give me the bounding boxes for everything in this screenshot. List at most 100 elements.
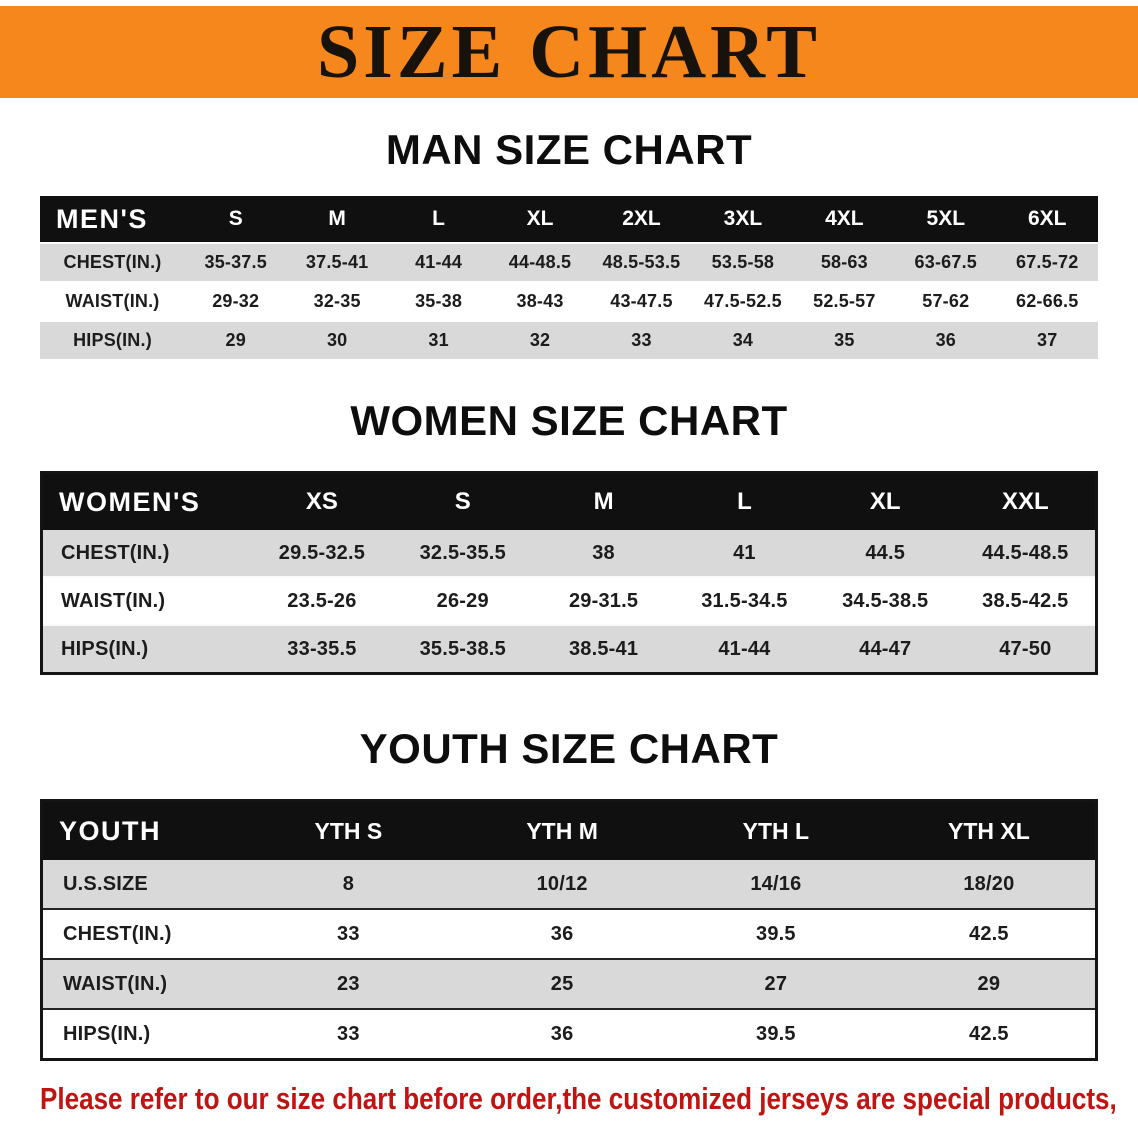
mens-column-header-1: M (286, 196, 388, 244)
youth-row-label-0: U.S.SIZE (63, 872, 148, 895)
mens-cell-2-4: 33 (590, 321, 693, 361)
youth-size-table: YOUTH YTH S YTH M YTH L YTH XL U.S.SIZE 8 10/12… (40, 799, 1098, 1061)
youth-header-row: YOUTH YTH S YTH M YTH L YTH XL (41, 800, 1097, 860)
youth-table-row-0: U.S.SIZE 8 10/12 14/16 18/20 (41, 860, 1097, 909)
mens-cell-1-5: 47.5-52.5 (692, 282, 794, 322)
banner: SIZE CHART (0, 6, 1138, 98)
womens-cell-0-0: 29.5-32.5 (278, 541, 366, 564)
youth-cell-2-3: 29 (882, 958, 1097, 1009)
mens-row-label-2: HIPS(IN.) (40, 321, 185, 361)
mens-cell-1-2: 35-38 (387, 282, 490, 322)
womens-column-header-3: L (673, 472, 815, 530)
notice-line-1: Please refer to our size chart before or… (40, 1081, 1117, 1116)
womens-cell-0-3: 41 (733, 541, 756, 564)
womens-header-row: WOMEN'S XS S M L XL XXL (41, 472, 1097, 530)
youth-cell-2-2: 27 (669, 958, 883, 1009)
mens-cell-0-0: 35-37.5 (185, 243, 287, 283)
mens-cell-0-5: 53.5-58 (692, 243, 794, 283)
womens-cell-2-0: 33-35.5 (251, 624, 393, 674)
mens-column-header-8: 6XL (996, 196, 1098, 244)
mens-size-table: MEN'S S M L XL 2XL 3XL 4XL 5XL 6XL CHEST(IN.) 35-37… (40, 196, 1098, 361)
womens-cell-2-2: 38.5-41 (533, 624, 674, 674)
youth-column-header-2: YTH L (669, 800, 883, 860)
youth-cell-0-3: 18/20 (963, 872, 1015, 895)
youth-row-label-3: HIPS(IN.) (41, 1008, 242, 1060)
womens-column-header-4: XL (814, 472, 956, 530)
womens-row-label-2: HIPS(IN.) (41, 624, 252, 674)
womens-column-header-2: M (533, 472, 674, 530)
mens-cell-0-6: 58-63 (793, 243, 896, 283)
youth-cell-1-2: 39.5 (669, 908, 883, 959)
womens-size-table: WOMEN'S XS S M L XL XXL CHEST(IN.) 29.5-32.5 32.5… (40, 471, 1098, 675)
mens-cell-1-0: 29-32 (185, 282, 287, 322)
mens-row-label-1: WAIST(IN.) (40, 282, 185, 322)
womens-column-header-5: XXL (955, 472, 1097, 530)
mens-column-header-2: L (387, 196, 490, 244)
youth-cell-2-0: 23 (241, 958, 456, 1009)
youth-column-header-0: YTH S (241, 800, 456, 860)
womens-table-row-1: WAIST(IN.) 23.5-26 26-29 29-31.5 31.5-34.5 34… (41, 576, 1097, 625)
mens-table-row-0: CHEST(IN.) 35-37.5 37.5-41 41-44 44-48.5 48.5… (40, 243, 1098, 283)
womens-cell-1-1: 26-29 (392, 576, 534, 625)
mens-corner-label: MEN'S (40, 196, 185, 244)
womens-table-row-0: CHEST(IN.) 29.5-32.5 32.5-35.5 38 41 44.5 44.5… (41, 530, 1097, 577)
youth-cell-3-2: 39.5 (669, 1008, 883, 1060)
womens-cell-2-1: 35.5-38.5 (392, 624, 534, 674)
mens-column-header-7: 5XL (895, 196, 997, 244)
youth-table-row-1: CHEST(IN.) 33 36 39.5 42.5 (41, 908, 1097, 959)
womens-corner-label: WOMEN'S (41, 472, 252, 530)
womens-cell-1-5: 38.5-42.5 (955, 576, 1097, 625)
mens-cell-2-3: 32 (489, 321, 591, 361)
youth-cell-3-1: 36 (455, 1008, 669, 1060)
youth-cell-0-1: 10/12 (536, 872, 588, 895)
mens-header-row: MEN'S S M L XL 2XL 3XL 4XL 5XL 6XL (40, 196, 1098, 244)
mens-cell-2-7: 36 (895, 321, 997, 361)
womens-cell-1-2: 29-31.5 (533, 576, 674, 625)
size-chart-sections: MAN SIZE CHART MEN'S S M L XL 2XL 3XL 4XL 5XL 6XL C… (0, 98, 1138, 1061)
youth-cell-1-3: 42.5 (882, 908, 1097, 959)
mens-cell-1-8: 62-66.5 (996, 282, 1098, 322)
womens-cell-1-3: 31.5-34.5 (673, 576, 815, 625)
mens-cell-0-3: 44-48.5 (489, 243, 591, 283)
youth-row-label-1: CHEST(IN.) (41, 908, 242, 959)
section-womens: WOMEN SIZE CHART WOMEN'S XS S M L XL XXL CHEST(I… (0, 361, 1138, 675)
youth-table-row-2: WAIST(IN.) 23 25 27 29 (41, 958, 1097, 1009)
mens-cell-2-0: 29 (185, 321, 287, 361)
womens-row-label-1: WAIST(IN.) (41, 576, 252, 625)
youth-cell-2-1: 25 (455, 958, 669, 1009)
youth-row-label-2: WAIST(IN.) (41, 958, 242, 1009)
order-notice: Please refer to our size chart before or… (40, 1081, 1117, 1132)
mens-cell-2-8: 37 (996, 321, 1098, 361)
mens-cell-2-5: 34 (692, 321, 794, 361)
youth-corner-label: YOUTH (41, 800, 242, 860)
section-mens: MAN SIZE CHART MEN'S S M L XL 2XL 3XL 4XL 5XL 6XL C… (0, 98, 1138, 361)
mens-cell-0-4: 48.5-53.5 (590, 243, 693, 283)
womens-row-label-0: CHEST(IN.) (61, 541, 170, 564)
womens-cell-0-4: 44.5 (865, 541, 906, 564)
section-title-youth: YOUTH SIZE CHART (359, 725, 779, 772)
mens-cell-0-1: 37.5-41 (286, 243, 388, 283)
womens-cell-1-4: 34.5-38.5 (814, 576, 956, 625)
notice-line-2: we don't accept cancel, change, teturn o… (40, 1127, 994, 1132)
womens-cell-2-3: 41-44 (673, 624, 815, 674)
womens-column-header-1: S (392, 472, 534, 530)
mens-column-header-0: S (185, 196, 287, 244)
mens-cell-1-7: 57-62 (895, 282, 997, 322)
youth-table-row-3: HIPS(IN.) 33 36 39.5 42.5 (41, 1008, 1097, 1060)
mens-cell-1-4: 43-47.5 (590, 282, 693, 322)
section-title-mens: MAN SIZE CHART (385, 126, 753, 173)
mens-table-row-1: WAIST(IN.) 29-32 32-35 35-38 38-43 43-47.5 47.… (40, 282, 1098, 322)
youth-cell-0-2: 14/16 (750, 872, 802, 895)
mens-cell-0-8: 67.5-72 (996, 243, 1098, 283)
womens-cell-0-2: 38 (592, 541, 615, 564)
womens-table-row-2: HIPS(IN.) 33-35.5 35.5-38.5 38.5-41 41-44 44-… (41, 624, 1097, 674)
youth-column-header-3: YTH XL (882, 800, 1097, 860)
section-youth: YOUTH SIZE CHART YOUTH YTH S YTH M YTH L YTH … (0, 675, 1138, 1061)
mens-column-header-3: XL (489, 196, 591, 244)
mens-cell-2-1: 30 (286, 321, 388, 361)
youth-cell-0-0: 8 (342, 872, 355, 895)
womens-cell-2-5: 47-50 (955, 624, 1097, 674)
mens-cell-2-6: 35 (793, 321, 896, 361)
youth-cell-3-0: 33 (241, 1008, 456, 1060)
